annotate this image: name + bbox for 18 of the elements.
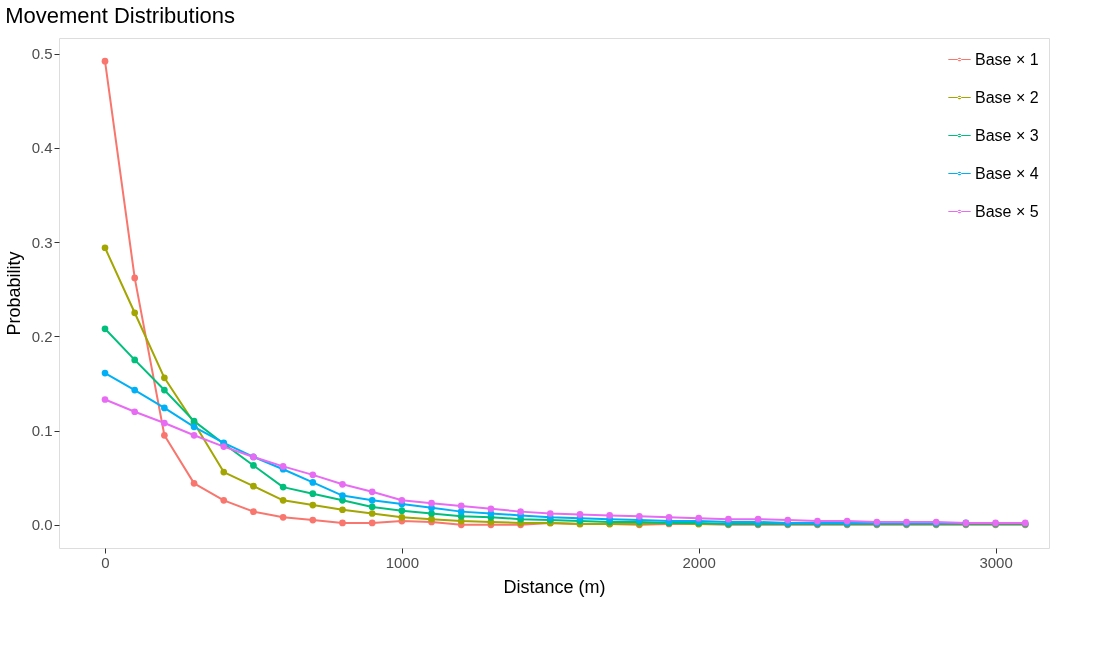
y-tick-label: 0.3 bbox=[31, 233, 53, 251]
y-tick-label: 0.1 bbox=[31, 422, 53, 440]
x-axis-title: Distance (m) bbox=[503, 576, 606, 597]
legend-label: Base × 2 bbox=[975, 88, 1039, 106]
y-axis-title: Probability bbox=[3, 251, 24, 336]
legend-label: Base × 4 bbox=[975, 164, 1039, 182]
y-tick-label: 0.5 bbox=[31, 45, 53, 63]
x-tick-label: 3000 bbox=[979, 553, 1013, 571]
legend-label: Base × 1 bbox=[975, 50, 1039, 68]
y-tick-label: 0.2 bbox=[31, 327, 53, 345]
y-tick-label: 0.0 bbox=[31, 516, 53, 534]
chart-title: Movement Distributions bbox=[5, 3, 236, 28]
legend-label: Base × 3 bbox=[975, 126, 1039, 144]
y-tick-label: 0.4 bbox=[31, 139, 53, 157]
x-tick-label: 0 bbox=[101, 553, 110, 571]
x-tick-label: 1000 bbox=[385, 553, 420, 571]
x-tick-label: 2000 bbox=[682, 553, 716, 571]
legend-label: Base × 5 bbox=[975, 202, 1039, 220]
